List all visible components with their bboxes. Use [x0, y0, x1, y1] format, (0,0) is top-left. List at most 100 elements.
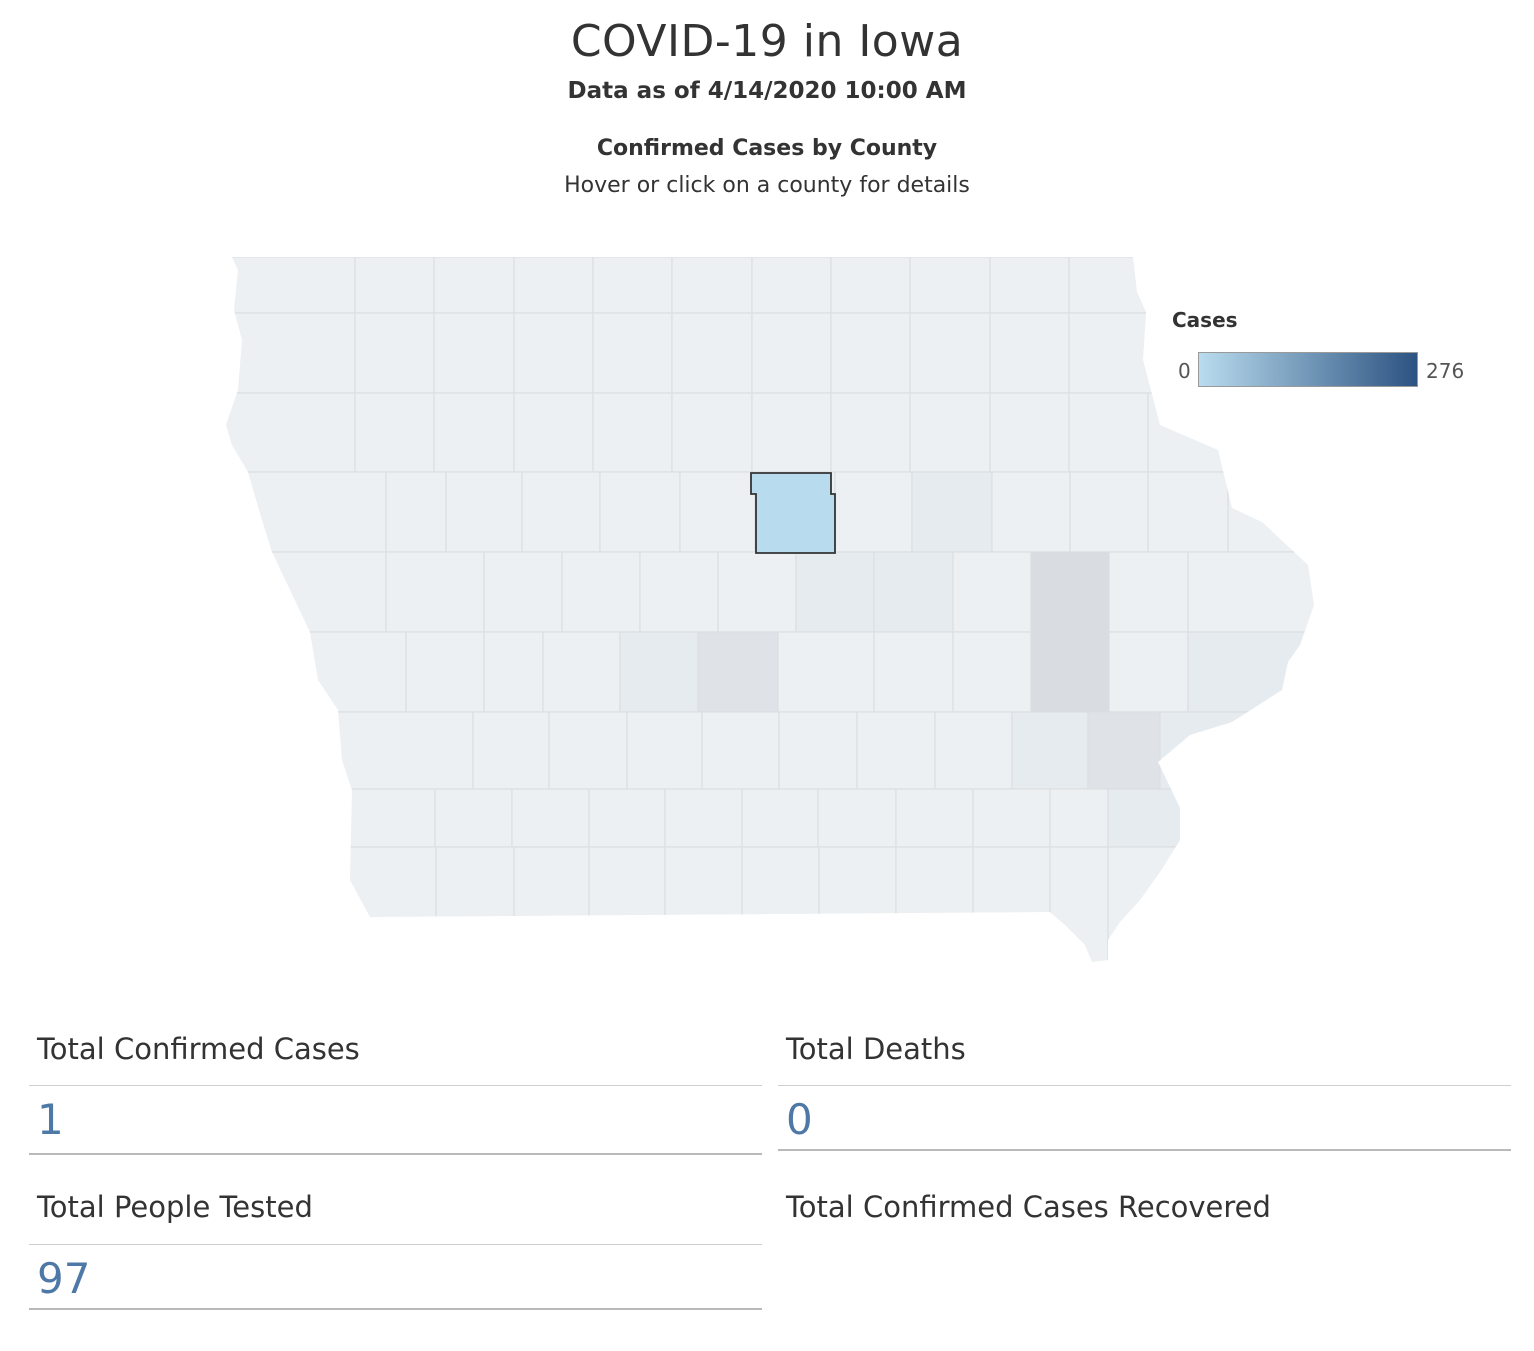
county[interactable]	[513, 392, 594, 473]
county[interactable]	[697, 631, 779, 713]
county[interactable]	[433, 312, 515, 394]
county[interactable]	[1108, 551, 1189, 633]
county[interactable]	[592, 392, 673, 473]
county[interactable]	[1068, 392, 1149, 473]
county[interactable]	[741, 788, 819, 848]
county[interactable]	[972, 846, 1051, 965]
county[interactable]	[1087, 711, 1161, 790]
county-layer[interactable]	[200, 257, 1320, 965]
county[interactable]	[873, 631, 954, 713]
county[interactable]	[513, 846, 590, 965]
county[interactable]	[599, 471, 681, 553]
county[interactable]	[830, 257, 911, 314]
county[interactable]	[909, 392, 991, 473]
county[interactable]	[830, 312, 911, 394]
county[interactable]	[405, 631, 485, 713]
county[interactable]	[561, 551, 641, 633]
county[interactable]	[1159, 711, 1320, 790]
county[interactable]	[818, 846, 897, 965]
county[interactable]	[671, 392, 753, 473]
county[interactable]	[911, 471, 993, 553]
county[interactable]	[472, 711, 550, 790]
county[interactable]	[592, 257, 673, 314]
county[interactable]	[542, 631, 621, 713]
county[interactable]	[354, 312, 435, 394]
county[interactable]	[354, 392, 435, 473]
county[interactable]	[777, 631, 875, 713]
county[interactable]	[435, 846, 515, 965]
county[interactable]	[795, 551, 875, 633]
county[interactable]	[588, 846, 666, 965]
county[interactable]	[1227, 471, 1320, 553]
county[interactable]	[483, 551, 563, 633]
county[interactable]	[626, 711, 703, 790]
county[interactable]	[200, 257, 356, 314]
county[interactable]	[200, 631, 407, 713]
county[interactable]	[385, 551, 485, 633]
county[interactable]	[895, 788, 974, 848]
county[interactable]	[909, 312, 991, 394]
county[interactable]	[1147, 392, 1241, 473]
county[interactable]	[1068, 312, 1161, 394]
county[interactable]	[664, 846, 743, 965]
county[interactable]	[671, 312, 753, 394]
county[interactable]	[513, 312, 594, 394]
county[interactable]	[354, 257, 435, 314]
county[interactable]	[856, 711, 936, 790]
county[interactable]	[200, 788, 436, 848]
county[interactable]	[433, 392, 515, 473]
county[interactable]	[934, 711, 1013, 790]
county[interactable]	[952, 631, 1032, 713]
county[interactable]	[200, 471, 387, 553]
county[interactable]	[200, 846, 437, 965]
county[interactable]	[972, 788, 1051, 848]
county[interactable]	[200, 551, 387, 633]
county[interactable]	[1187, 631, 1320, 713]
county[interactable]	[1187, 551, 1320, 633]
county[interactable]	[1107, 846, 1320, 965]
county[interactable]	[873, 551, 954, 633]
county[interactable]	[521, 471, 601, 553]
county[interactable]	[751, 312, 832, 394]
county[interactable]	[592, 312, 673, 394]
county[interactable]	[639, 551, 719, 633]
county[interactable]	[1108, 631, 1189, 713]
county[interactable]	[991, 471, 1071, 553]
county[interactable]	[989, 312, 1070, 394]
county[interactable]	[717, 551, 797, 633]
county[interactable]	[511, 788, 590, 848]
county[interactable]	[445, 471, 523, 553]
county[interactable]	[433, 257, 515, 314]
county[interactable]	[909, 257, 991, 314]
county[interactable]	[200, 312, 356, 394]
iowa-county-map[interactable]	[0, 0, 1534, 1000]
county[interactable]	[588, 788, 666, 848]
county[interactable]	[1049, 788, 1109, 848]
county-selected[interactable]	[750, 472, 836, 554]
county[interactable]	[1107, 788, 1320, 848]
county[interactable]	[834, 471, 913, 553]
county[interactable]	[1068, 257, 1161, 314]
county[interactable]	[989, 392, 1070, 473]
county[interactable]	[895, 846, 974, 965]
county[interactable]	[548, 711, 628, 790]
county[interactable]	[1030, 631, 1110, 713]
county[interactable]	[483, 631, 544, 713]
county[interactable]	[513, 257, 594, 314]
county[interactable]	[619, 631, 699, 713]
county[interactable]	[664, 788, 743, 848]
county[interactable]	[679, 471, 756, 553]
county[interactable]	[1030, 551, 1110, 633]
county[interactable]	[741, 846, 820, 965]
county[interactable]	[434, 788, 513, 848]
county[interactable]	[751, 257, 832, 314]
county[interactable]	[1069, 471, 1149, 553]
county[interactable]	[671, 257, 753, 314]
county[interactable]	[200, 392, 356, 473]
county[interactable]	[751, 392, 832, 473]
county[interactable]	[200, 711, 474, 790]
county[interactable]	[1147, 471, 1229, 553]
county[interactable]	[385, 471, 447, 553]
county[interactable]	[1011, 711, 1089, 790]
county[interactable]	[817, 788, 897, 848]
